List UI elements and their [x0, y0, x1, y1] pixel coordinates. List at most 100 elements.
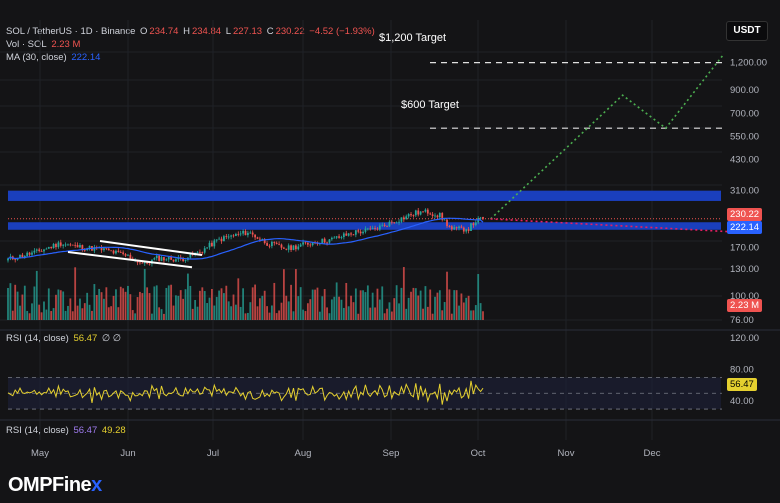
candle-body [237, 233, 240, 235]
volume-bar [98, 288, 101, 320]
candle-body [103, 248, 105, 251]
volume-bar [235, 304, 237, 320]
volume-bar [477, 274, 480, 320]
price-tick-label: 76.00 [730, 315, 754, 326]
candle-body [366, 228, 369, 230]
candle-body [441, 213, 444, 220]
rsi-1-value: 56.47 [73, 333, 98, 344]
volume-bar [93, 284, 96, 320]
candle-body [55, 243, 57, 248]
volume-bar [124, 291, 127, 320]
candle-body [160, 257, 163, 261]
candle-body [69, 244, 72, 246]
volume-bar [297, 296, 300, 320]
volume-bar [254, 284, 256, 320]
candle-body [395, 222, 398, 224]
volume-bar [158, 307, 161, 320]
volume-bar [232, 294, 235, 320]
volume-bar [366, 285, 369, 320]
candle-body [33, 250, 36, 253]
candle-body [93, 247, 96, 251]
candle-body [402, 217, 405, 220]
candle-body [362, 231, 364, 234]
volume-bar [7, 287, 9, 320]
candle-body [263, 239, 266, 244]
volume-bar [91, 310, 93, 320]
candle-body [448, 226, 451, 227]
volume-bar [244, 313, 247, 320]
volume-bar [258, 298, 261, 320]
candle-body [19, 254, 21, 259]
volume-bar [14, 284, 17, 320]
volume-bar [127, 285, 129, 320]
volume-bar [273, 282, 276, 320]
volume-bar [266, 306, 268, 320]
candle-body [446, 219, 448, 227]
candle-body [352, 234, 355, 236]
volume-bar [328, 313, 331, 320]
candle-body [434, 215, 436, 217]
candle-body [323, 238, 326, 243]
volume-bar [256, 306, 259, 320]
volume-bar [407, 297, 410, 320]
volume-badge: 2.23 M [727, 299, 763, 312]
volume-bar [345, 282, 348, 320]
candle-body [412, 215, 415, 217]
candle-body [398, 221, 400, 223]
volume-bar [362, 290, 364, 320]
volume-bar [155, 285, 158, 320]
candle-body [405, 216, 408, 220]
volume-bar [218, 290, 221, 320]
candle-body [426, 209, 429, 214]
candle-body [280, 244, 283, 248]
candle-body [335, 236, 338, 238]
volume-bar [163, 313, 165, 320]
candle-body [290, 245, 292, 250]
time-tick-label: Sep [383, 448, 400, 459]
candle-body [127, 254, 129, 256]
candle-body [218, 238, 221, 240]
volume-bar [302, 309, 304, 320]
volume-bar [81, 308, 84, 320]
candle-body [431, 214, 434, 216]
volume-bar [354, 288, 357, 320]
volume-bar [143, 268, 146, 320]
candle-body [141, 262, 144, 264]
volume-bar [184, 289, 187, 320]
candle-body [213, 240, 216, 247]
volume-legend-value: 2.23 M [51, 39, 81, 50]
volume-bar [340, 299, 343, 320]
volume-legend: Vol · SOL 2.23 M [6, 39, 82, 50]
volume-bar [76, 305, 79, 320]
candle-body [458, 226, 460, 229]
rsi-2-value1: 56.47 [73, 425, 98, 436]
volume-bar [467, 295, 470, 320]
candle-body [43, 249, 45, 252]
candle-body [52, 243, 55, 248]
candle-body [230, 235, 233, 237]
candle-body [26, 252, 29, 257]
volume-bar [455, 290, 458, 320]
volume-bar [292, 311, 295, 320]
candle-body [297, 246, 300, 250]
volume-bar [225, 285, 228, 320]
volume-bar [153, 286, 156, 320]
candle-body [316, 243, 319, 245]
volume-bar [472, 310, 475, 320]
volume-bar [40, 312, 43, 320]
time-tick-label: Jun [120, 448, 135, 459]
candle-body [470, 223, 472, 231]
candle-body [76, 245, 79, 248]
candle-body [333, 237, 336, 239]
currency-button[interactable]: USDT [726, 21, 768, 41]
ohlc-h-value: 234.84 [191, 26, 222, 37]
volume-bar [237, 278, 240, 320]
volume-bar [402, 267, 405, 320]
price-tick-label: 100.00 [730, 291, 759, 302]
volume-bar [59, 290, 62, 320]
candle-body [153, 258, 156, 260]
candle-body [388, 221, 391, 227]
volume-bar [398, 303, 400, 320]
candle-body [225, 236, 228, 238]
volume-bar [246, 312, 249, 320]
